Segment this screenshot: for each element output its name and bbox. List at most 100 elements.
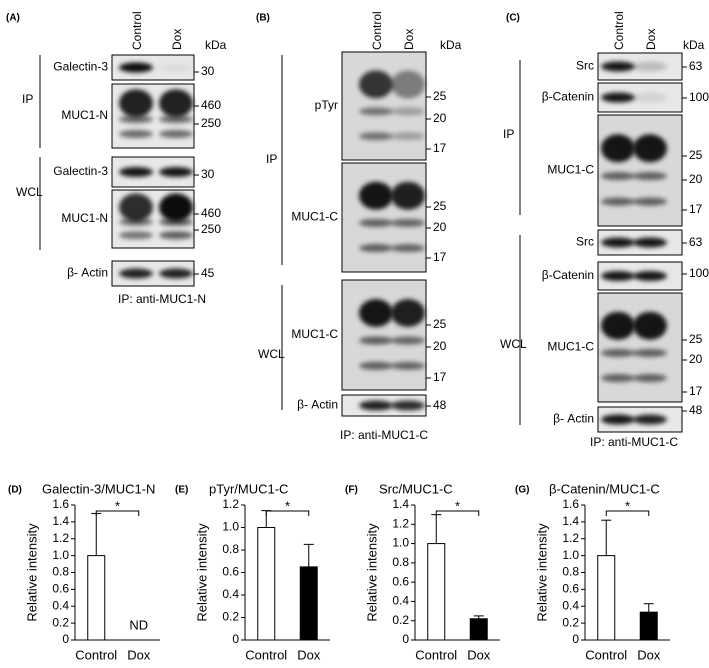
band	[633, 311, 667, 340]
y-tick-label: 0.6	[52, 582, 69, 596]
marker-label: 30	[201, 167, 215, 181]
band	[633, 172, 667, 181]
band	[633, 197, 667, 206]
unit-label: kDa	[205, 38, 227, 52]
row-label: pTyr	[315, 98, 338, 112]
row-label: Src	[576, 235, 594, 249]
y-tick-label: 1.0	[52, 548, 69, 562]
band	[601, 172, 635, 181]
unit-label: kDa	[683, 38, 705, 52]
blot	[341, 279, 427, 391]
bar	[299, 566, 318, 641]
lane-label: Control	[130, 11, 144, 50]
band	[119, 193, 153, 222]
y-tick-label: 0.2	[392, 613, 409, 627]
band	[391, 181, 425, 210]
lane-label: Control	[612, 11, 626, 50]
band	[119, 217, 153, 226]
marker-label: 25	[689, 332, 703, 346]
significance-bracket	[435, 510, 480, 516]
row-label: Galectin-3	[53, 164, 108, 178]
band	[601, 134, 635, 163]
x-tick-label: Control	[75, 647, 117, 662]
marker-label: 25	[433, 89, 447, 103]
band	[391, 400, 425, 411]
band	[601, 414, 635, 425]
x-tick-label: Dox	[297, 647, 321, 662]
y-tick-label: 0.8	[222, 542, 239, 556]
chart-title: Src/MUC1-C	[379, 481, 453, 496]
group-label: IP	[266, 152, 277, 166]
marker-label: 25	[433, 199, 447, 213]
significance: *	[115, 498, 120, 513]
y-tick-label: 1.2	[392, 516, 409, 530]
footer: IP: anti-MUC1-C	[590, 435, 678, 449]
panel-label: (A)	[6, 13, 20, 24]
band	[391, 218, 425, 227]
group-label: WCL	[16, 185, 43, 199]
y-axis-label: Relative intensity	[24, 523, 39, 622]
band	[119, 62, 153, 73]
band	[633, 271, 667, 281]
significance: *	[285, 498, 290, 513]
band	[359, 361, 393, 370]
y-tick-label: 1.4	[392, 497, 409, 511]
band	[601, 197, 635, 206]
y-tick-label: 0.4	[562, 598, 579, 612]
marker-label: 17	[433, 370, 447, 384]
y-tick-label: 0.6	[392, 574, 409, 588]
marker-label: 460	[201, 98, 221, 112]
row-label: MUC1-N	[61, 211, 108, 225]
row-label: MUC1-C	[291, 327, 338, 341]
band	[119, 167, 153, 177]
panel-label: (E)	[175, 485, 188, 496]
value-label: ND	[129, 617, 148, 632]
y-tick-label: 1.0	[222, 520, 239, 534]
y-tick-label: 0.8	[52, 565, 69, 579]
x-tick-label: Dox	[637, 647, 661, 662]
marker-label: 17	[689, 384, 703, 398]
band	[359, 244, 393, 253]
band	[391, 299, 425, 327]
band	[633, 92, 667, 103]
y-tick-label: 0.6	[222, 565, 239, 579]
marker-label: 25	[433, 317, 447, 331]
row-label: β-Catenin	[542, 90, 594, 104]
band	[119, 115, 153, 124]
band	[159, 89, 193, 118]
y-tick-label: 0.2	[52, 615, 69, 629]
lane-label: Dox	[402, 29, 416, 50]
marker-label: 17	[433, 141, 447, 155]
band	[391, 361, 425, 370]
band	[159, 167, 193, 177]
significance: *	[455, 498, 460, 513]
blot	[597, 114, 683, 227]
blot	[341, 51, 427, 161]
y-tick-label: 1.4	[52, 514, 69, 528]
band	[601, 348, 635, 357]
row-label: β-Catenin	[542, 268, 594, 282]
lane-label: Control	[370, 11, 384, 50]
marker-label: 45	[201, 266, 215, 280]
band	[159, 115, 193, 124]
band	[159, 268, 193, 279]
x-tick-label: Control	[415, 647, 457, 662]
band	[391, 107, 425, 116]
y-tick-label: 1.2	[562, 531, 579, 545]
group-label: WCL	[500, 337, 527, 351]
group-label: WCL	[258, 347, 285, 361]
band	[633, 374, 667, 383]
band	[359, 132, 393, 141]
y-tick-label: 0.4	[392, 594, 409, 608]
band	[633, 61, 667, 72]
y-tick-label: 1.6	[52, 497, 69, 511]
band	[601, 374, 635, 383]
row-label: MUC1-C	[547, 163, 594, 177]
y-tick-label: 0.2	[562, 615, 579, 629]
band	[359, 400, 393, 411]
band	[391, 336, 425, 345]
band	[159, 193, 193, 222]
band	[159, 217, 193, 226]
row-label: MUC1-C	[291, 210, 338, 224]
